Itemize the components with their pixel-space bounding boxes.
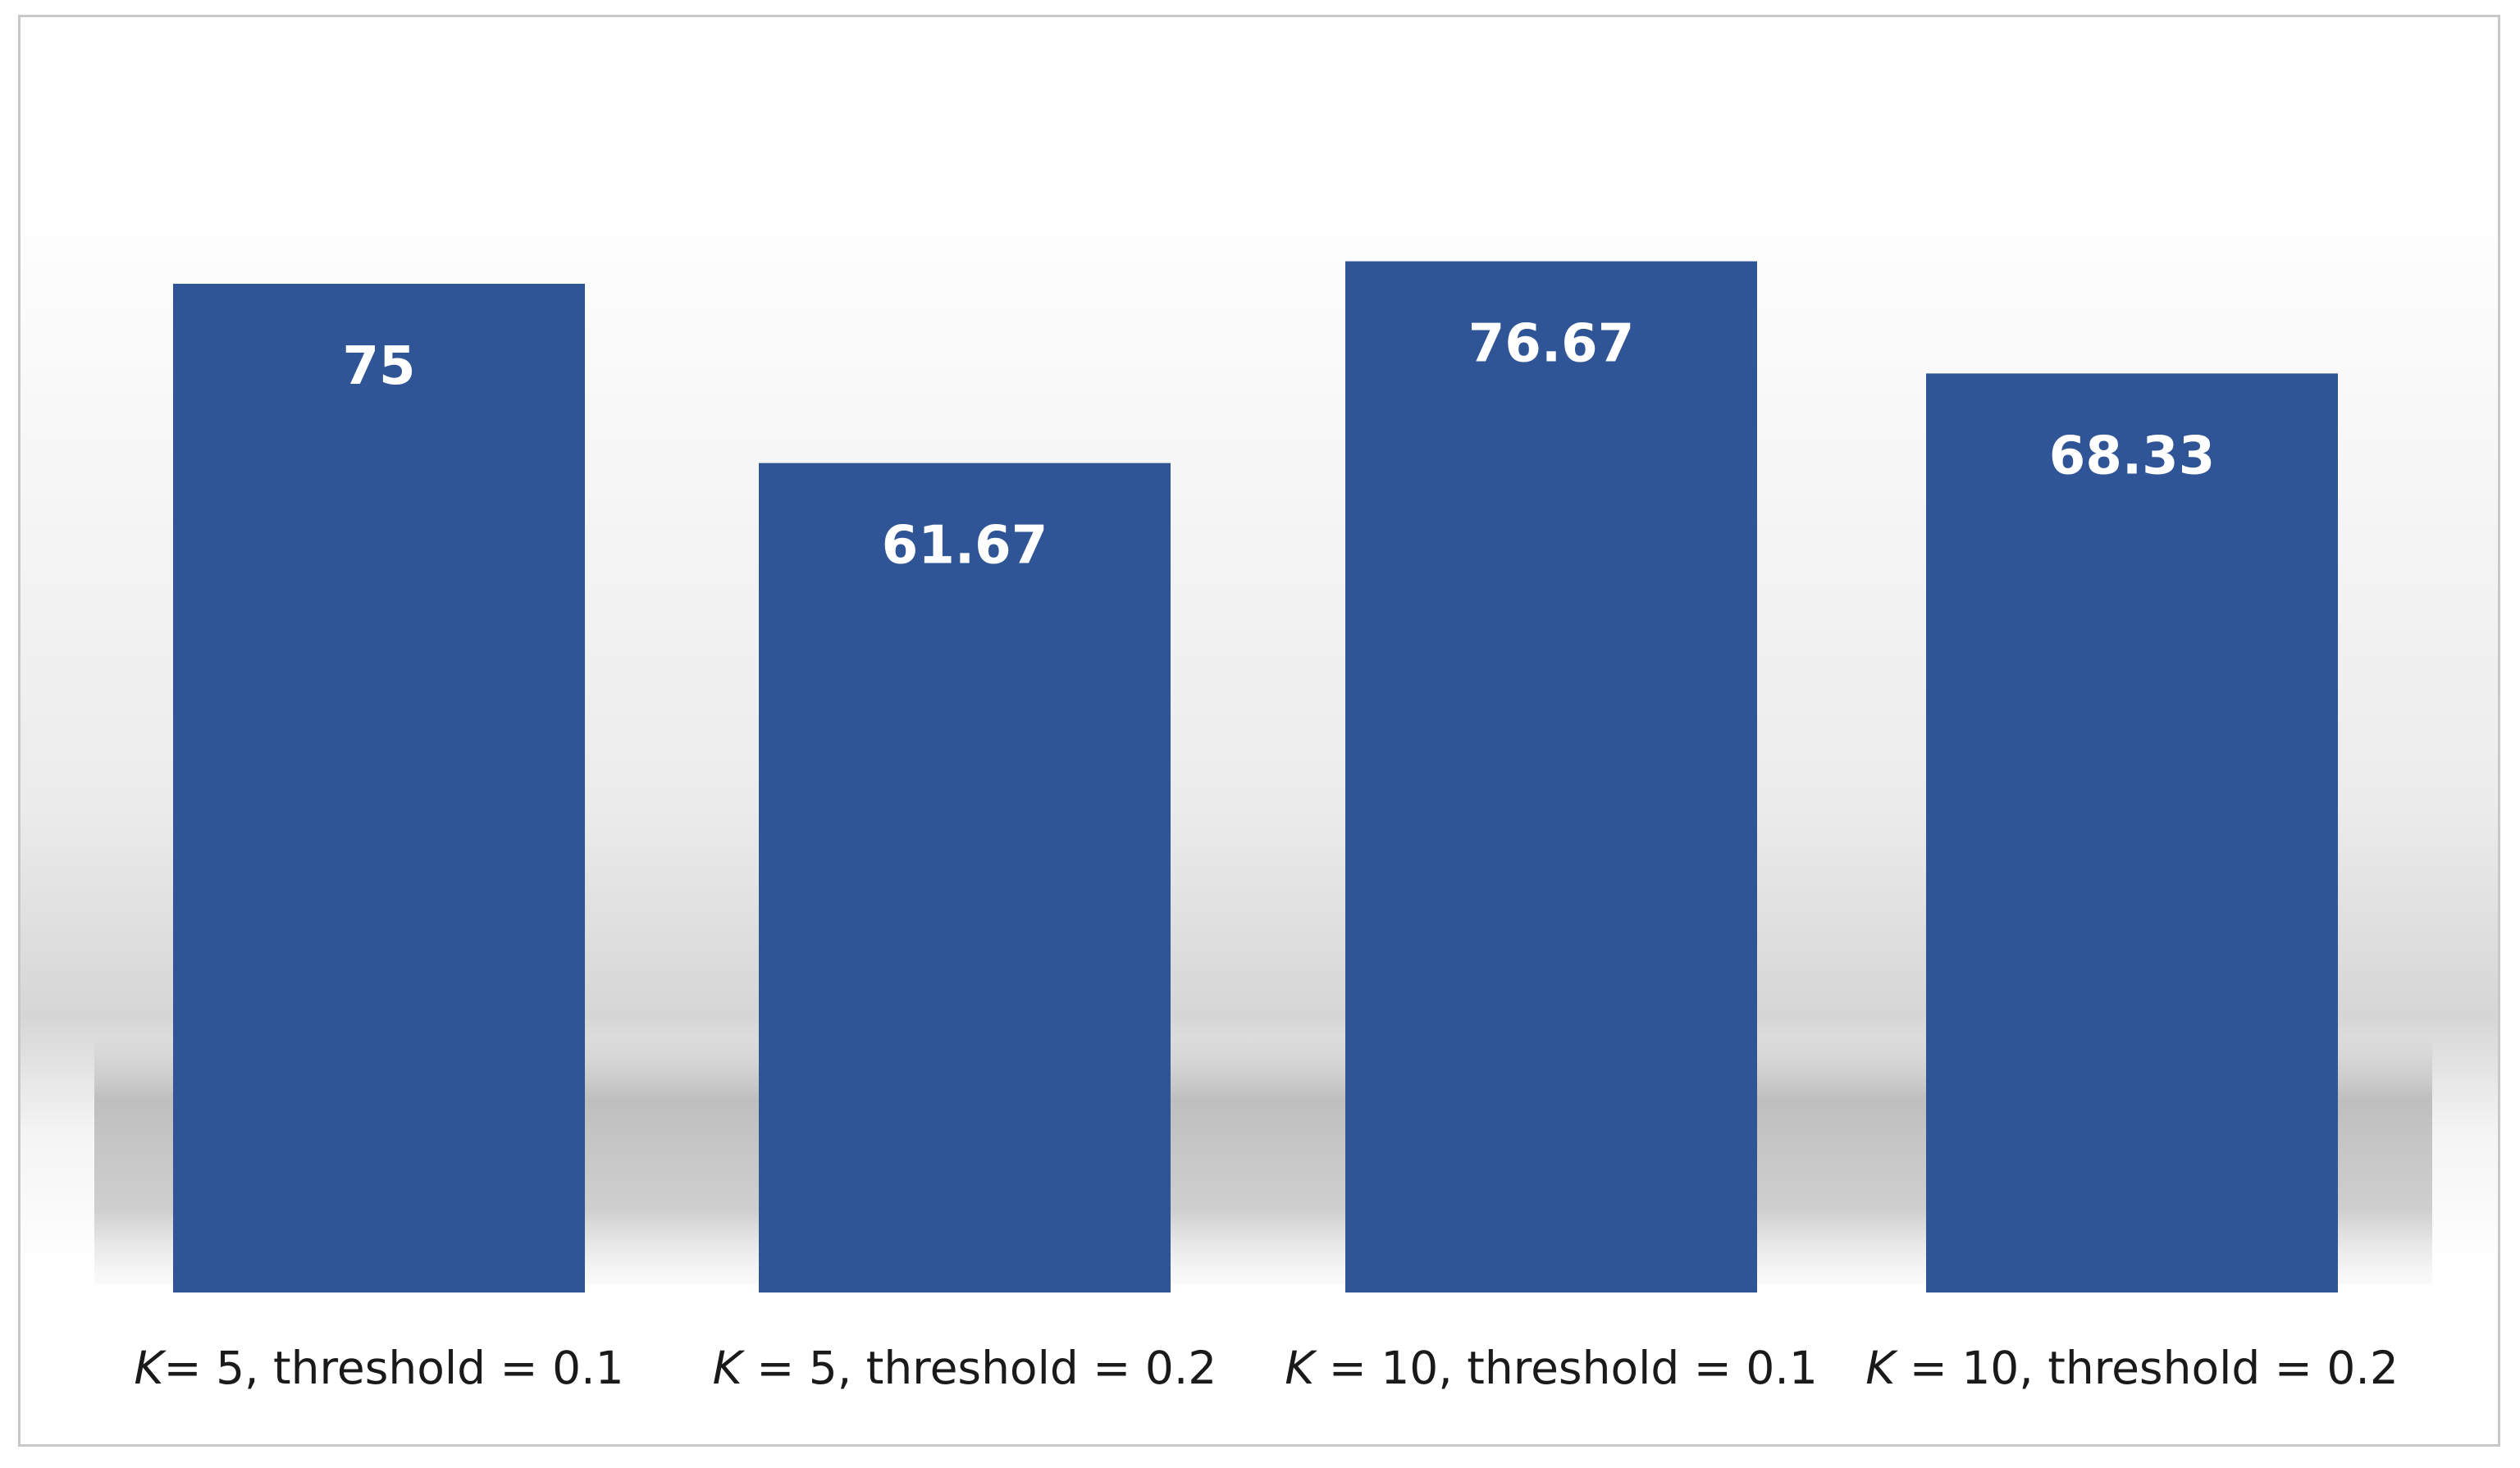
bar-value-label-4: 68.33	[2049, 426, 2215, 486]
bar-2	[759, 463, 1171, 1292]
category-labels-layer: K= 5, threshold = 0.1 K = 5, threshold = …	[134, 1342, 2398, 1394]
chart-frame: 75 61.67 76.67 68.33 K= 5, threshold = 0.1 K…	[18, 15, 2500, 1447]
category-label-4: K = 10, threshold = 0.2	[1865, 1342, 2399, 1394]
bar-value-label-3: 76.67	[1468, 314, 1634, 375]
bar-1	[173, 284, 585, 1292]
category-label-3: K = 10, threshold = 0.1	[1285, 1342, 1818, 1394]
bar-4	[1926, 373, 2338, 1293]
category-variable: K	[713, 1342, 746, 1394]
category-text: = 10, threshold = 0.2	[1895, 1342, 2399, 1394]
category-text: = 10, threshold = 0.1	[1314, 1342, 1818, 1394]
category-label-1: K= 5, threshold = 0.1	[134, 1342, 623, 1394]
bar-3	[1345, 261, 1757, 1292]
bar-value-label-1: 75	[342, 336, 415, 397]
category-text: = 5, threshold = 0.1	[164, 1342, 624, 1394]
floor-shadow	[94, 1038, 2432, 1284]
bars-layer	[173, 261, 2338, 1293]
category-label-2: K = 5, threshold = 0.2	[713, 1342, 1217, 1394]
category-variable: K	[134, 1342, 167, 1394]
category-variable: K	[1865, 1342, 1898, 1394]
category-text: = 5, threshold = 0.2	[742, 1342, 1217, 1394]
value-labels-layer: 75 61.67 76.67 68.33	[342, 314, 2215, 577]
bar-value-label-2: 61.67	[882, 516, 1048, 577]
category-variable: K	[1285, 1342, 1317, 1394]
